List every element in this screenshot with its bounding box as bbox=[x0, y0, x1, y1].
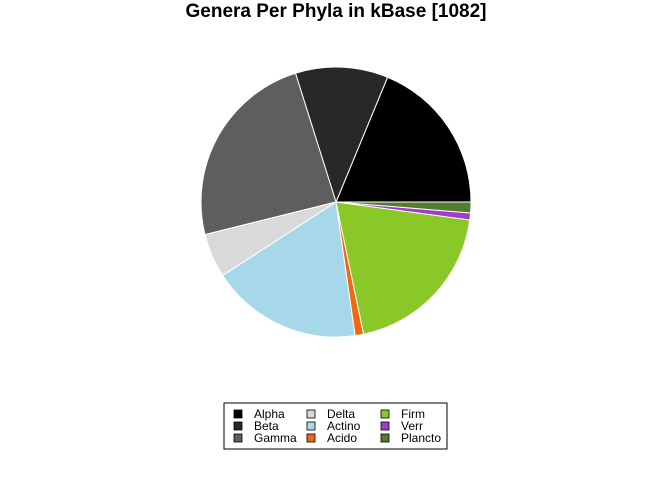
legend-swatch-plancto bbox=[380, 433, 390, 443]
legend-label-acido: Acido bbox=[327, 431, 357, 445]
legend-label-firm: Firm bbox=[401, 407, 425, 421]
pie-slice-firm bbox=[335, 201, 471, 335]
pie-slice-alpha bbox=[335, 76, 472, 203]
pie-slice-actino bbox=[222, 201, 356, 338]
legend-label-delta: Delta bbox=[327, 407, 355, 421]
legend-label-gamma: Gamma bbox=[254, 431, 297, 445]
legend-swatch-firm bbox=[380, 409, 390, 419]
legend-label-verr: Verr bbox=[401, 419, 423, 433]
pie-slice-gamma bbox=[200, 72, 337, 236]
legend-label-alpha: Alpha bbox=[254, 407, 285, 421]
chart-title: Genera Per Phyla in kBase [1082] bbox=[186, 1, 487, 22]
legend-swatch-gamma bbox=[233, 433, 243, 443]
legend-swatch-delta bbox=[306, 409, 316, 419]
legend-swatch-beta bbox=[233, 421, 243, 431]
legend-box bbox=[223, 402, 448, 450]
pie-slice-plancto bbox=[335, 201, 472, 214]
legend-label-plancto: Plancto bbox=[401, 431, 441, 445]
pie-slices bbox=[200, 66, 472, 338]
legend-label-beta: Beta bbox=[254, 419, 279, 433]
legend-swatch-actino bbox=[306, 421, 316, 431]
pie-slice-beta bbox=[294, 66, 389, 204]
legend-swatch-acido bbox=[306, 433, 316, 443]
legend-label-actino: Actino bbox=[327, 419, 361, 433]
legend-swatch-alpha bbox=[233, 409, 243, 419]
legend-swatch-verr bbox=[380, 421, 390, 431]
